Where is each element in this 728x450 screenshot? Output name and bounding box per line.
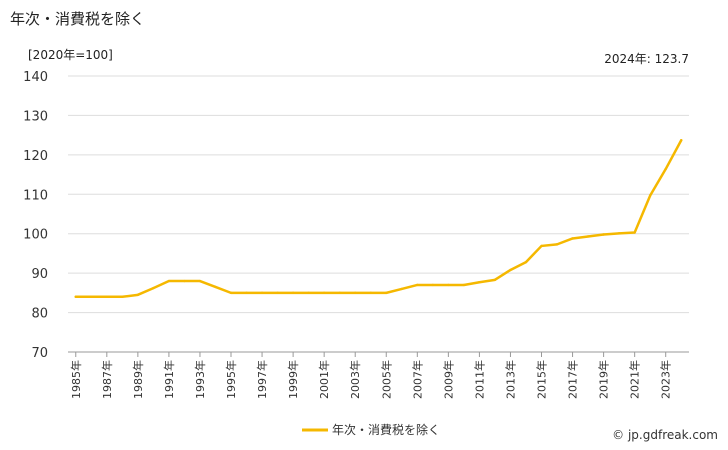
data-point [617,232,621,235]
data-point [90,295,93,298]
data-point [245,291,248,295]
y-tick-label: 100 [23,228,48,243]
data-point [214,285,217,289]
x-tick-label: 1993年 [193,360,207,399]
data-point [183,279,186,283]
x-tick-label: 2003年 [348,360,362,399]
data-point [416,283,419,287]
data-point [478,281,481,284]
data-point [105,295,109,298]
x-tick-label: 1991年 [162,360,176,399]
series-line [74,139,683,299]
x-tick-label: 2007年 [410,360,424,399]
latest-value-label: 2024年: 123.7 [604,52,689,66]
data-point [260,291,264,295]
data-point [307,291,310,295]
x-tick-label: 1999年 [286,360,300,399]
x-tick-label: 2013年 [503,360,517,399]
data-point [369,291,372,295]
data-point [385,291,388,295]
data-point [648,194,652,197]
x-tick-label: 1995年 [224,360,238,399]
x-tick-label: 2023年 [659,360,673,399]
x-tick-label: 1989年 [131,360,145,399]
y-tick-label: 70 [31,346,48,361]
y-tick-label: 140 [23,70,48,85]
x-tick-label: 2009年 [441,360,455,399]
data-point [462,283,466,287]
data-point [555,243,559,246]
x-tick-label: 2015年 [535,360,549,399]
data-point [229,291,233,295]
y-tick-label: 130 [23,109,48,124]
y-tick-label: 110 [23,188,48,203]
data-point [524,260,528,264]
data-point [633,231,636,234]
x-tick-label: 2005年 [379,360,393,399]
data-point [322,291,326,295]
x-tick-label: 2019年 [597,360,611,399]
data-point [167,279,171,283]
data-point [276,291,279,295]
data-point [540,244,543,248]
legend-label: 年次・消費税を除く [332,422,440,437]
data-point [152,286,155,290]
data-point [74,295,77,298]
x-tick-label: 2011年 [472,360,486,399]
y-tick-label: 120 [23,149,48,164]
data-point [571,237,574,240]
data-point [493,278,497,282]
data-point [664,167,667,171]
data-point [354,291,357,295]
x-tick-label: 2017年 [566,360,580,399]
data-point [400,287,403,291]
site-credit: © jp.gdfreak.com [612,428,718,442]
data-point [586,235,590,238]
x-tick-label: 2021年 [628,360,642,399]
x-tick-label: 1997年 [255,360,269,399]
y-tick-label: 90 [31,267,48,282]
x-tick-label: 2001年 [317,360,331,399]
data-point [447,283,450,287]
data-point [602,233,605,236]
data-point [291,291,295,295]
data-point [338,291,341,295]
data-point [136,293,140,297]
data-point [198,279,202,283]
data-point [509,268,512,272]
x-tick-label: 1987年 [100,360,114,399]
y-tick-label: 80 [31,307,48,322]
data-point [680,139,683,142]
data-point [121,295,124,298]
data-point [431,283,435,287]
page-title: 年次・消費税を除く [10,10,146,28]
y-unit-label: [2020年=100] [28,48,113,62]
x-tick-label: 1985年 [69,360,83,399]
